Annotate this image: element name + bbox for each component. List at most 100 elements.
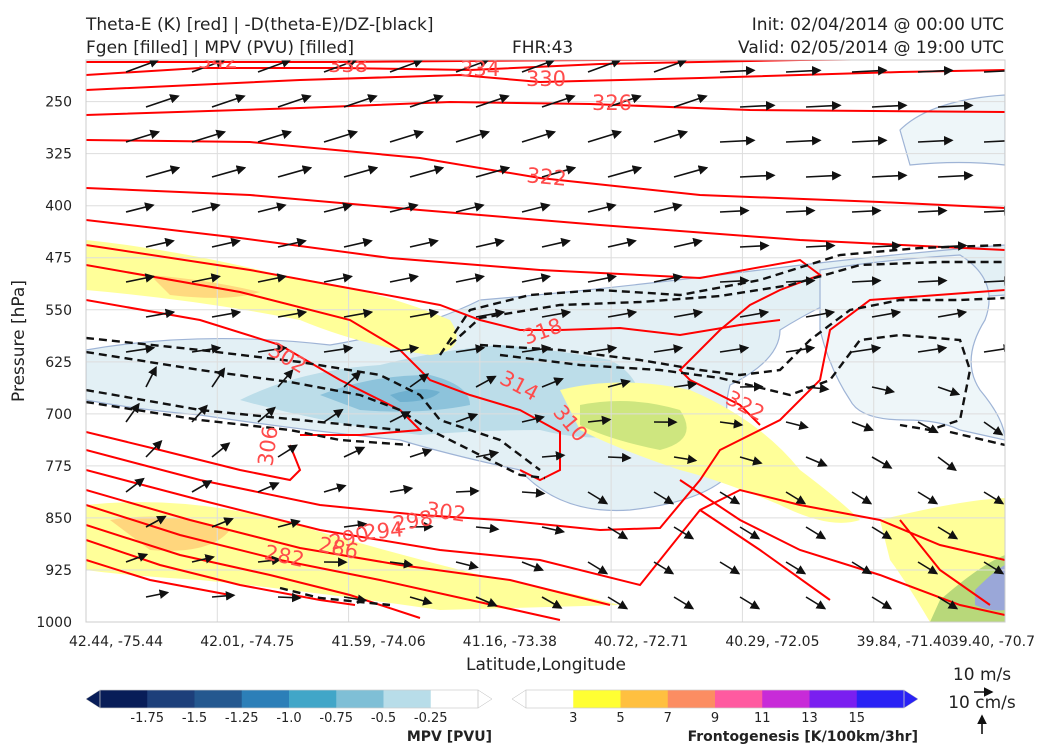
colorbar-swatch <box>336 690 384 708</box>
wind-arrow <box>719 491 741 505</box>
dtheta-dz-contour <box>479 296 1005 377</box>
wind-arrow <box>389 273 419 283</box>
wind-arrow <box>191 404 208 423</box>
mpv-region-core-inner <box>320 375 470 412</box>
theta-e-contour <box>86 489 611 606</box>
wind-vectors <box>125 60 1005 610</box>
wind-arrow <box>277 94 312 108</box>
wind-arrow <box>851 561 873 575</box>
wind-arrow <box>805 526 827 540</box>
wind-arrow <box>277 165 313 178</box>
wind-arrow <box>389 484 414 495</box>
x-axis-label: Latitude,Longitude <box>466 655 626 675</box>
wind-arrow <box>607 308 638 319</box>
wind-arrow <box>871 241 902 251</box>
colorbar-extend-right <box>477 689 493 709</box>
wind-arrow <box>125 202 155 213</box>
wind-arrow <box>145 237 175 248</box>
theta-e-label: 342 <box>198 49 238 73</box>
wind-arrow <box>257 481 280 493</box>
wind-arrow <box>851 206 882 216</box>
wind-arrow <box>607 526 629 540</box>
theta-e-contour <box>86 219 823 426</box>
wind-arrow <box>409 596 433 606</box>
wind-arrow <box>211 237 241 248</box>
theta-e-label: 334 <box>460 57 500 81</box>
x-tick-label: 40.72, -72.71 <box>594 634 688 650</box>
wind-arrow <box>983 276 1005 286</box>
wind-arrow <box>343 520 368 530</box>
dtheta-dz-contour <box>86 388 401 432</box>
y-axis-ticks: 250 325 400 475 550 625 700 775 850 925 1000 <box>36 95 72 631</box>
colorbar-swatch <box>147 690 195 708</box>
wind-arrow <box>739 596 761 610</box>
wind-arrow <box>521 273 551 283</box>
colorbar-extend-right <box>903 689 919 709</box>
wind-arrow <box>257 60 292 73</box>
wind-arrow <box>521 60 556 73</box>
valid-time: Valid: 02/05/2014 @ 19:00 UTC <box>738 38 1004 58</box>
wind-arrow <box>719 419 744 429</box>
colorbar-extend-left <box>511 689 527 709</box>
wind-arrow <box>125 477 145 493</box>
wind-arrow <box>125 552 149 563</box>
colorbar-tick-label: -1.5 <box>182 711 207 726</box>
wind-arrow <box>191 273 221 283</box>
wind-arrow <box>145 365 157 388</box>
wind-arrow <box>851 344 882 354</box>
wind-arrow <box>125 60 160 73</box>
theta-e-label: 294 <box>362 517 404 544</box>
wind-arrow <box>125 402 140 423</box>
wind-arrow <box>673 94 708 108</box>
theta-e-label: 326 <box>592 91 632 115</box>
wind-arrow <box>871 526 893 540</box>
wind-arrow <box>983 344 1005 354</box>
wind-arrow <box>211 308 242 319</box>
plot-frame <box>85 59 1006 623</box>
wind-arrow <box>739 100 776 111</box>
wind-arrow <box>851 491 873 505</box>
colorbar-swatch <box>715 690 763 708</box>
wind-arrow <box>805 456 828 467</box>
wind-arrow <box>541 237 571 248</box>
wind-arrow <box>983 561 1005 575</box>
wind-arrow <box>323 60 358 73</box>
wind-arrow <box>277 369 294 388</box>
wind-arrow <box>277 444 298 458</box>
wind-legend-vertical: 10 cm/s <box>948 693 1016 713</box>
wind-arrow <box>541 377 564 388</box>
wind-arrow <box>719 65 756 76</box>
wind-arrow <box>191 129 227 143</box>
wind-arrow <box>257 406 276 423</box>
wind-arrow <box>521 488 546 498</box>
wind-arrow <box>739 526 761 540</box>
wind-arrow <box>739 308 770 319</box>
x-tick-label: 39.84, -71.40 <box>857 634 951 650</box>
wind-arrow <box>917 344 948 354</box>
wind-arrow <box>983 421 1004 436</box>
theta-e-contour <box>86 60 903 76</box>
wind-arrow <box>521 344 552 354</box>
wind-arrow <box>409 373 430 388</box>
colorbar-swatch <box>809 690 858 708</box>
colorbar-tick-label: 5 <box>616 711 624 726</box>
x-tick-label: 39.40, -70.7 <box>950 634 1035 650</box>
theta-e-contour <box>86 504 561 621</box>
wind-arrow <box>871 385 896 395</box>
wind-arrow <box>191 202 221 213</box>
x-tick-label: 42.01, -74.75 <box>200 634 294 650</box>
wind-arrow <box>409 308 440 319</box>
wind-arrow <box>257 555 282 566</box>
wind-arrow <box>257 344 288 354</box>
wind-arrow <box>191 344 222 354</box>
wind-arrow <box>917 276 948 286</box>
colorbar-tick-label: -1.75 <box>130 711 164 726</box>
y-axis-label: Pressure [hPa] <box>9 280 29 402</box>
wind-arrow <box>587 561 609 575</box>
fgen-colorbar: 3 5 7 9 11 13 15 <box>511 689 919 726</box>
wind-arrow <box>785 276 816 286</box>
wind-arrow <box>653 202 683 213</box>
wind-arrow <box>937 308 968 319</box>
wind-arrow <box>211 94 246 108</box>
wind-arrow <box>851 276 882 286</box>
